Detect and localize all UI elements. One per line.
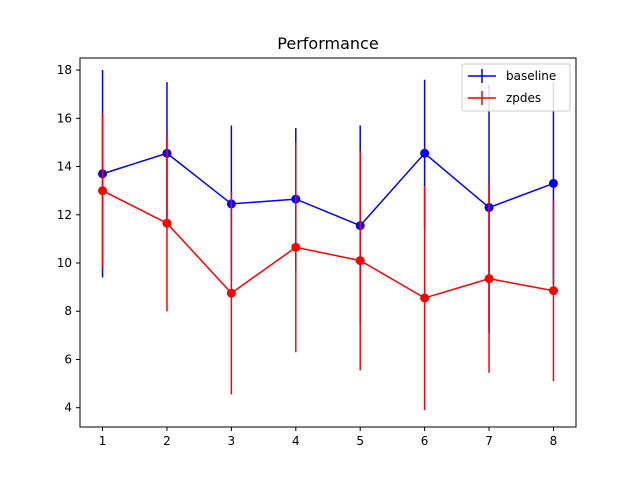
data-point-zpdes-6 [420, 293, 430, 303]
y-tick-label: 16 [57, 111, 72, 125]
y-tick-label: 18 [57, 63, 72, 77]
x-tick-label: 5 [356, 434, 364, 448]
x-tick-label: 1 [99, 434, 107, 448]
data-point-baseline-6 [420, 148, 430, 158]
series-line-zpdes [102, 189, 554, 299]
y-tick-label: 4 [64, 401, 72, 415]
series-zpdes [98, 113, 558, 411]
chart-title: Performance [277, 34, 378, 53]
data-point-baseline-8 [548, 178, 558, 188]
x-tick-label: 7 [485, 434, 493, 448]
series-line-baseline [102, 152, 554, 227]
y-tick-label: 14 [57, 160, 72, 174]
legend-item-baseline: baseline [468, 69, 556, 83]
data-point-zpdes-4 [291, 242, 301, 252]
data-point-zpdes-8 [548, 286, 558, 296]
data-point-zpdes-7 [484, 274, 494, 284]
y-tick-label: 10 [57, 256, 72, 270]
x-tick-label: 3 [228, 434, 236, 448]
x-tick-label: 4 [292, 434, 300, 448]
y-tick-label: 6 [64, 352, 72, 366]
y-tick-label: 12 [57, 208, 72, 222]
data-point-zpdes-3 [226, 288, 236, 298]
data-point-zpdes-1 [98, 186, 108, 196]
x-tick-label: 8 [550, 434, 558, 448]
x-tick-label: 2 [163, 434, 171, 448]
legend-label: baseline [506, 69, 556, 83]
chart-marks [98, 70, 558, 411]
legend: baseline zpdes [461, 63, 571, 112]
x-tick-label: 6 [421, 434, 429, 448]
plot-frame [79, 57, 577, 428]
y-tick-label: 8 [64, 304, 72, 318]
legend-label: zpdes [506, 91, 541, 105]
data-point-zpdes-2 [162, 218, 172, 228]
data-point-zpdes-5 [355, 256, 365, 266]
legend-item-zpdes: zpdes [468, 91, 541, 105]
